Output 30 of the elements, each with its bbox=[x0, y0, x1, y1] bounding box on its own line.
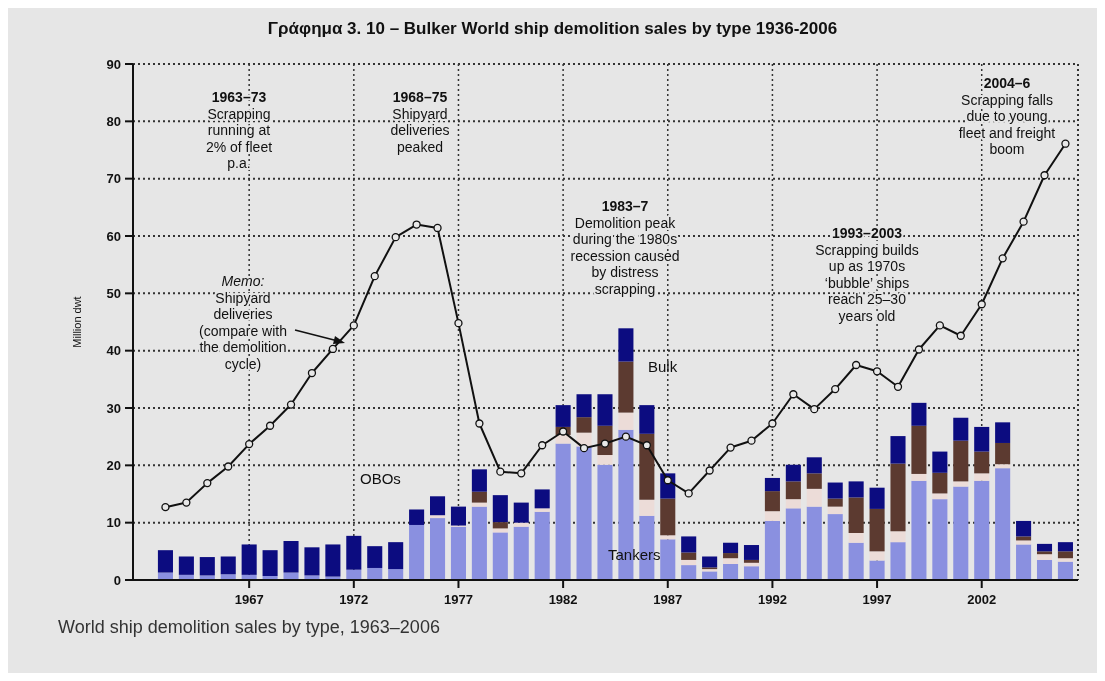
y-tick-label: 50 bbox=[106, 285, 121, 301]
annotation: Memo: Shipyard deliveries (compare with the demolition cycle) bbox=[199, 273, 287, 372]
annotation: 1983–7 Demolition peak during the 1980s recession caused by distress scrapping bbox=[570, 198, 680, 297]
x-tick-label: 1972 bbox=[339, 592, 369, 607]
y-tick-label: 60 bbox=[106, 228, 121, 244]
y-tick-label: 0 bbox=[113, 572, 121, 588]
chart-title: Γράφημα 3. 10 – Bulker World ship demolition sales by type 1936-2006 bbox=[267, 19, 838, 38]
y-tick-label: 20 bbox=[106, 457, 121, 473]
y-tick-label: 70 bbox=[106, 171, 121, 187]
x-tick-label: 1997 bbox=[862, 592, 892, 607]
annotation: 2004–6 Scrapping falls due to young fleet and freight boom bbox=[958, 75, 1056, 157]
x-tick-label: 1982 bbox=[548, 592, 578, 607]
y-tick-label: 40 bbox=[106, 343, 121, 359]
x-tick-label: 1992 bbox=[757, 592, 787, 607]
y-axis-title: Million dwt bbox=[71, 296, 83, 348]
x-tick-label: 1977 bbox=[444, 592, 473, 607]
annotation: 1993–2003 Scrapping builds up as 1970s ‘bubble’ ships reach 25–30 years old bbox=[815, 225, 919, 324]
y-tick-label: 80 bbox=[106, 113, 121, 129]
x-tick-label: 1967 bbox=[234, 592, 264, 607]
y-tick-label: 30 bbox=[106, 400, 121, 416]
y-tick-label: 90 bbox=[106, 56, 121, 72]
y-tick-label: 10 bbox=[106, 515, 121, 531]
text: OBOs bbox=[360, 470, 401, 487]
x-tick-label: 1987 bbox=[653, 592, 683, 607]
series-label: Tankers bbox=[608, 546, 661, 563]
x-tick-label: 2002 bbox=[967, 592, 997, 607]
annotation: 1963–73 Scrapping running at 2% of fleet p.a. bbox=[205, 89, 273, 171]
series-label: Bulk bbox=[648, 358, 678, 375]
text: World ship demolition sales by type, 1963–2006 bbox=[58, 617, 440, 637]
annotation: 1968–75 Shipyard deliveries peaked bbox=[390, 89, 450, 155]
